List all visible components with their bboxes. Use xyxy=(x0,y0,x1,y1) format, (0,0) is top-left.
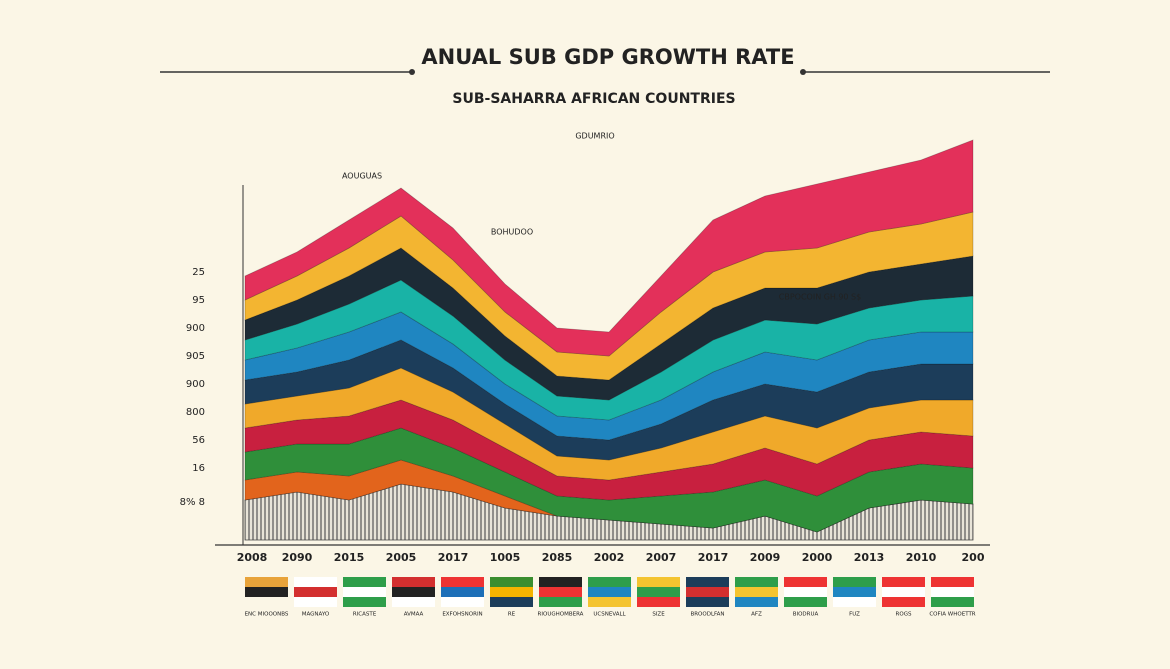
legend-flag xyxy=(735,587,778,597)
annotation: CBPOCOIN GH.90 S$ xyxy=(779,293,861,302)
x-tick-label: 2010 xyxy=(906,551,937,564)
legend-label: RICASTE xyxy=(353,612,377,618)
legend-label: BROODLFAN xyxy=(690,612,724,618)
legend-flag xyxy=(245,577,288,587)
x-tick-label: 2002 xyxy=(594,551,625,564)
legend-label: ENC MIOOONBS xyxy=(245,612,289,618)
y-tick-label: 8% 8 xyxy=(180,497,205,508)
x-tick-label: 2090 xyxy=(282,551,313,564)
legend-flag xyxy=(931,577,974,587)
legend-flag xyxy=(490,597,533,607)
legend-flag xyxy=(392,587,435,597)
legend-flag xyxy=(588,577,631,587)
x-tick-label: 2000 xyxy=(802,551,833,564)
x-tick-label: 2009 xyxy=(750,551,781,564)
legend-flag xyxy=(588,587,631,597)
legend-flag xyxy=(784,587,827,597)
legend-label: FUZ xyxy=(849,612,860,618)
legend-flag xyxy=(392,597,435,607)
legend-label: EXFOHSNORIN xyxy=(442,612,482,618)
legend-flag xyxy=(833,597,876,607)
chart-subtitle: SUB-SAHARRA AFRICAN COUNTRIES xyxy=(452,91,735,107)
y-tick-label: 95 xyxy=(192,295,205,306)
legend-flag xyxy=(833,587,876,597)
x-tick-label: 2013 xyxy=(854,551,885,564)
annotation: AOUGUAS xyxy=(342,172,382,181)
legend-flag xyxy=(441,587,484,597)
legend-flag xyxy=(882,587,925,597)
legend-flag xyxy=(490,587,533,597)
chart-title: ANUAL SUB GDP GROWTH RATE xyxy=(421,45,794,69)
x-tick-label: 2007 xyxy=(646,551,677,564)
legend-flag xyxy=(539,587,582,597)
annotation: GDUMRIO xyxy=(575,132,614,141)
y-tick-label: 800 xyxy=(186,407,205,418)
legend-label: AVMAA xyxy=(404,612,424,618)
x-tick-label: 2005 xyxy=(386,551,417,564)
legend-flag xyxy=(686,597,729,607)
legend-flag xyxy=(637,577,680,587)
legend-label: RIOUGHOMBERA xyxy=(538,612,584,618)
legend-flag xyxy=(588,597,631,607)
y-tick-label: 905 xyxy=(186,351,205,362)
legend-label: BIODRUA xyxy=(793,612,819,618)
legend-flag xyxy=(686,587,729,597)
legend-flag xyxy=(784,577,827,587)
title-rule-dot xyxy=(800,69,806,75)
legend-flag xyxy=(294,597,337,607)
legend-flag xyxy=(294,587,337,597)
legend-flag xyxy=(686,577,729,587)
legend-flag xyxy=(931,587,974,597)
legend-label: SIZE xyxy=(652,612,665,618)
legend-label: MAGNAYO xyxy=(302,612,330,618)
legend-flag xyxy=(637,587,680,597)
y-tick-label: 56 xyxy=(192,435,205,446)
annotation: BOHUDOO xyxy=(491,228,533,237)
legend-flag xyxy=(392,577,435,587)
x-tick-label: 2085 xyxy=(542,551,573,564)
x-tick-label: 2008 xyxy=(237,551,268,564)
legend-flag xyxy=(245,597,288,607)
legend-label: AFZ xyxy=(751,612,762,618)
legend-flag xyxy=(784,597,827,607)
legend-flag xyxy=(343,597,386,607)
y-tick-label: 900 xyxy=(186,323,205,334)
y-tick-label: 25 xyxy=(192,267,205,278)
legend-flag xyxy=(539,577,582,587)
x-tick-label: 2017 xyxy=(698,551,729,564)
y-tick-label: 900 xyxy=(186,379,205,390)
legend-flag xyxy=(637,597,680,607)
legend-flag xyxy=(931,597,974,607)
legend-flag xyxy=(441,577,484,587)
legend-flag xyxy=(882,577,925,587)
legend-flag xyxy=(539,597,582,607)
legend-flag xyxy=(735,577,778,587)
area-band xyxy=(244,139,974,357)
x-tick-label: 1005 xyxy=(490,551,521,564)
legend-label: ROGS xyxy=(896,612,912,618)
legend-label: RE xyxy=(508,612,516,618)
legend-label: COFIA WHOETTR xyxy=(929,612,975,618)
legend-flag xyxy=(343,577,386,587)
title-rule-dot xyxy=(409,69,415,75)
legend-flag xyxy=(833,577,876,587)
legend-label: UCSNEVALL xyxy=(593,612,626,618)
legend-flag xyxy=(490,577,533,587)
x-tick-label: 2015 xyxy=(334,551,365,564)
legend-flag xyxy=(245,587,288,597)
legend-flag xyxy=(735,597,778,607)
legend-flag xyxy=(441,597,484,607)
legend-flag xyxy=(882,597,925,607)
x-tick-label: 200 xyxy=(962,551,985,564)
legend-flag xyxy=(294,577,337,587)
legend-flag xyxy=(343,587,386,597)
y-tick-label: 16 xyxy=(192,463,205,474)
x-tick-label: 2017 xyxy=(438,551,469,564)
